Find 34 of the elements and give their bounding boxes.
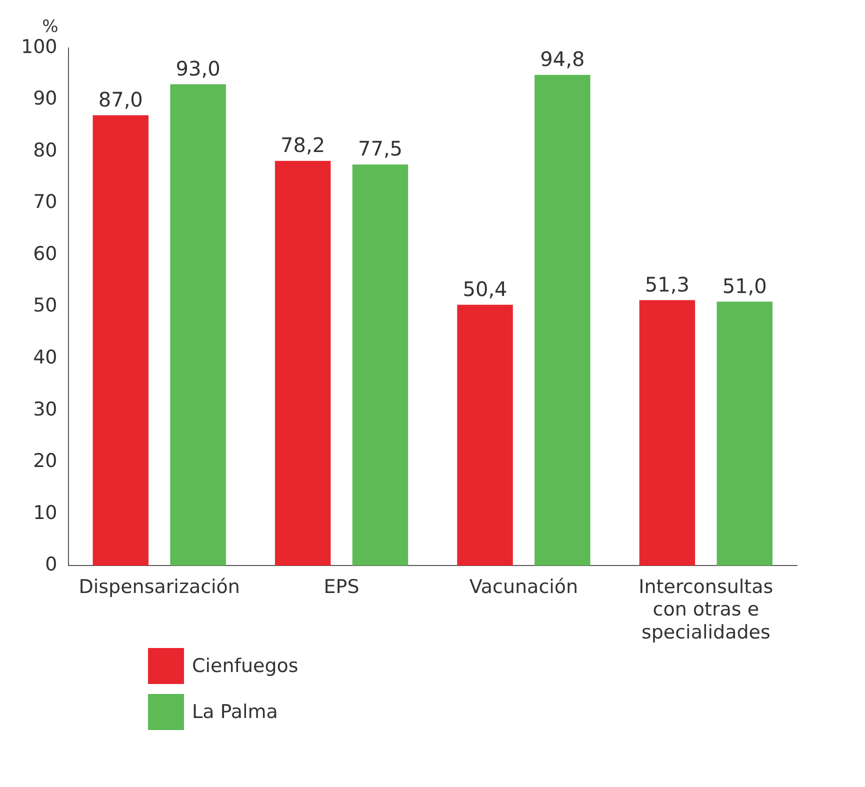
bar <box>170 84 226 566</box>
y-tick-label: 40 <box>33 346 58 368</box>
bar <box>352 164 408 566</box>
data-label: 93,0 <box>176 56 220 80</box>
bar <box>639 300 696 566</box>
y-tick-label: 90 <box>33 88 58 110</box>
y-tick-label: 80 <box>33 139 58 162</box>
y-tick-label: 30 <box>33 398 58 420</box>
data-label: 51,3 <box>644 272 690 296</box>
legend-label: Cienfuegos <box>192 655 298 677</box>
y-tick-label: 20 <box>33 450 58 472</box>
bar <box>457 304 513 566</box>
x-tick-label: EPS <box>324 576 360 598</box>
x-tick-label: Interconsultas con otras e specialidades <box>638 576 774 644</box>
x-tick-label: Vacunación <box>469 576 578 598</box>
data-label: 78,2 <box>280 133 326 158</box>
y-tick-label: 60 <box>33 242 58 265</box>
bar <box>92 115 149 566</box>
y-tick-label: 10 <box>33 502 58 524</box>
y-axis-title: % <box>42 16 58 37</box>
legend-label: La Palma <box>192 701 278 723</box>
x-tick-label: Dispensarización <box>78 576 240 598</box>
bar <box>274 160 331 566</box>
y-tick-label: 100 <box>21 36 58 58</box>
bar <box>534 74 590 566</box>
data-label: 51,0 <box>722 274 767 298</box>
data-label: 94,8 <box>540 47 585 72</box>
y-tick-label: 0 <box>45 554 58 576</box>
data-label: 50,4 <box>462 276 508 301</box>
bar <box>716 302 772 566</box>
data-label: 87,0 <box>98 87 143 112</box>
y-tick-label: 50 <box>33 294 58 317</box>
data-label: 77,5 <box>358 136 403 161</box>
y-tick-label: 70 <box>33 191 58 214</box>
